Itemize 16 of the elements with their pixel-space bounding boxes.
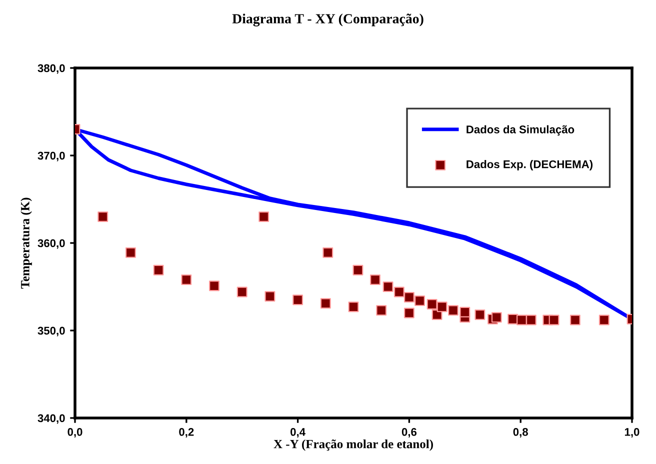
x-tick-label: 1,0	[624, 428, 640, 438]
x-tick-label: 0,4	[290, 428, 306, 438]
legend-label: Dados Exp. (DECHEMA)	[466, 160, 593, 170]
x-tick-label: 0,0	[68, 428, 82, 438]
x-axis-title: X -Y (Fração molar de etanol)	[274, 439, 433, 451]
chart-title: Diagrama T - XY (Comparação)	[232, 14, 424, 26]
y-tick-label: 370,0	[38, 152, 65, 162]
y-tick-label: 360,0	[38, 239, 65, 249]
x-tick-label: 0,6	[402, 428, 417, 438]
y-tick-label: 380,0	[38, 64, 65, 74]
x-tick-label: 0,2	[179, 428, 194, 438]
y-tick-label: 350,0	[38, 326, 65, 336]
y-tick-label: 340,0	[38, 414, 65, 424]
legend-label: Dados da Simulação	[466, 125, 574, 136]
y-axis-title: Temperatura (K)	[20, 198, 32, 289]
x-tick-label: 0,8	[513, 428, 528, 438]
